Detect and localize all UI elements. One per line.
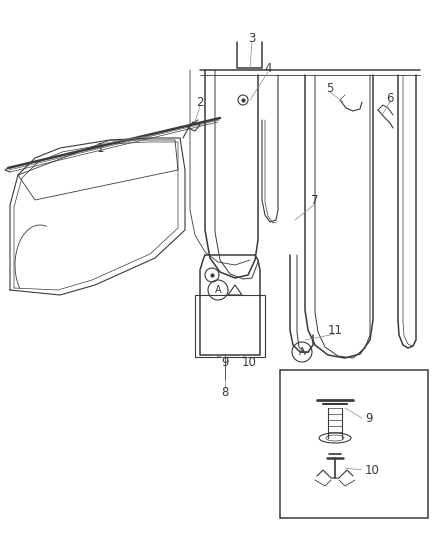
Text: A: A bbox=[215, 285, 221, 295]
Text: 6: 6 bbox=[386, 92, 394, 104]
Bar bbox=[195, 295, 265, 357]
Text: A: A bbox=[299, 347, 305, 357]
Text: 9: 9 bbox=[365, 411, 372, 424]
Text: 9: 9 bbox=[221, 356, 229, 368]
Text: 4: 4 bbox=[264, 61, 272, 75]
Text: 11: 11 bbox=[328, 324, 343, 336]
Text: 2: 2 bbox=[196, 95, 204, 109]
Bar bbox=[280, 370, 428, 518]
Text: 10: 10 bbox=[242, 356, 256, 368]
Text: 8: 8 bbox=[221, 385, 229, 399]
Text: 10: 10 bbox=[365, 464, 380, 477]
Text: 7: 7 bbox=[311, 193, 319, 206]
Text: 1: 1 bbox=[96, 141, 104, 155]
Text: 5: 5 bbox=[326, 82, 334, 94]
Text: 3: 3 bbox=[248, 31, 256, 44]
